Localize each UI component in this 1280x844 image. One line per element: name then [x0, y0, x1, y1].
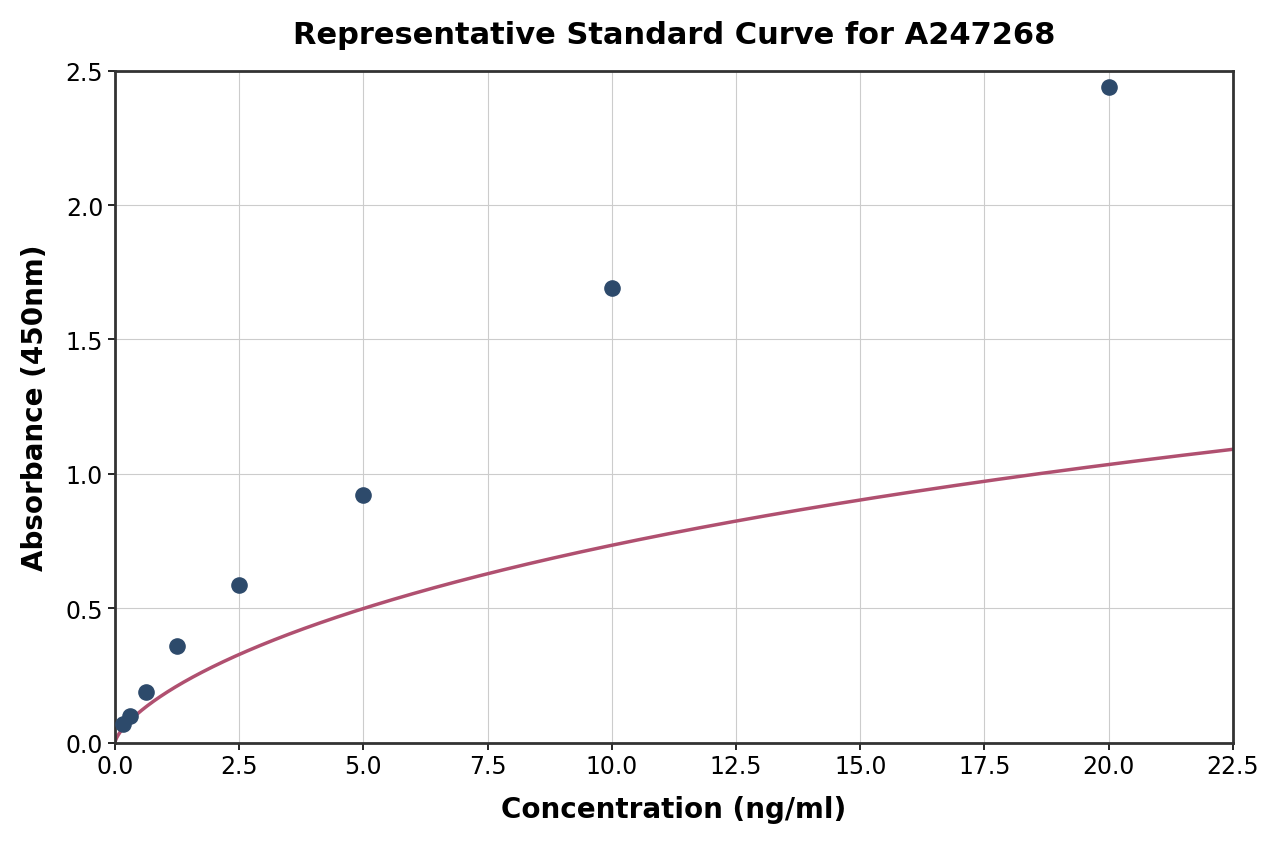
- Point: [1098, 81, 1119, 95]
- Point: [166, 640, 187, 653]
- Point: [353, 489, 374, 502]
- Point: [120, 709, 141, 722]
- Point: [229, 579, 250, 592]
- X-axis label: Concentration (ng/ml): Concentration (ng/ml): [502, 795, 846, 823]
- Title: Representative Standard Curve for A247268: Representative Standard Curve for A24726…: [293, 21, 1055, 50]
- Point: [113, 717, 133, 731]
- Point: [602, 282, 622, 295]
- Y-axis label: Absorbance (450nm): Absorbance (450nm): [20, 244, 49, 571]
- Point: [136, 685, 156, 699]
